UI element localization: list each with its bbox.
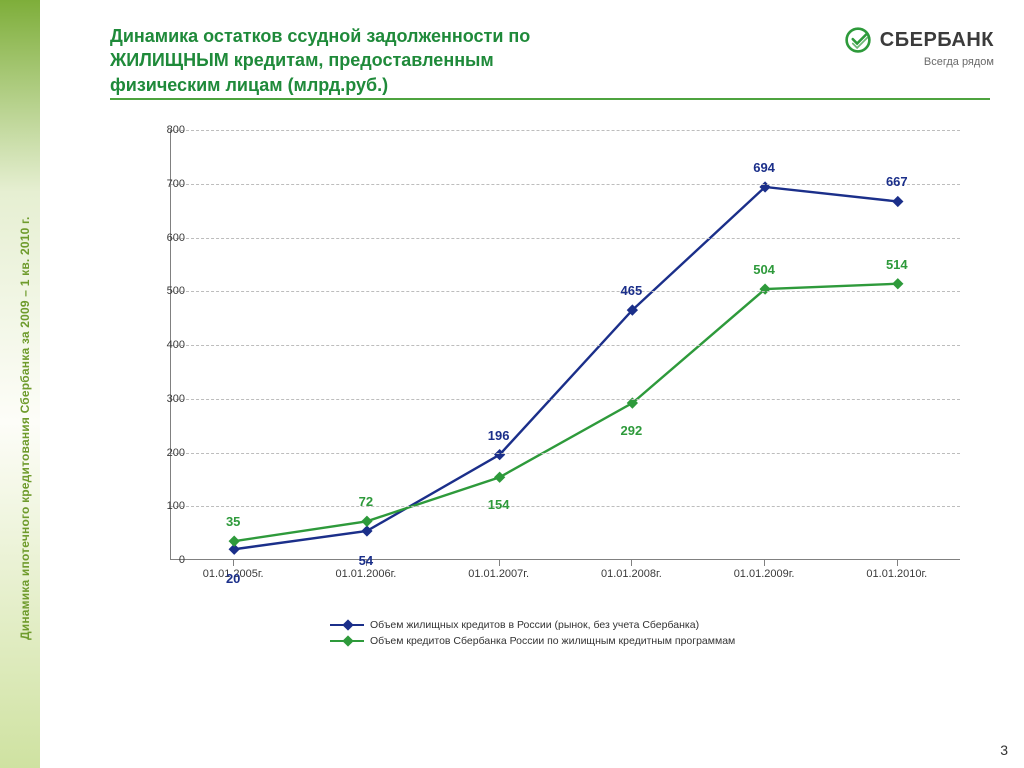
slide: Динамика ипотечного кредитования Сбербан… <box>0 0 1024 768</box>
x-tick-mark <box>764 560 765 566</box>
y-tick-label: 700 <box>130 178 185 190</box>
legend-label: Объем жилищных кредитов в России (рынок,… <box>370 619 699 631</box>
legend-label: Объем кредитов Сбербанка России по жилищ… <box>370 635 735 647</box>
legend-item: Объем жилищных кредитов в России (рынок,… <box>330 619 735 631</box>
grid-line <box>171 453 960 454</box>
grid-line <box>171 345 960 346</box>
title-underline <box>110 98 990 100</box>
data-label: 196 <box>488 428 510 443</box>
grid-line <box>171 238 960 239</box>
data-label: 694 <box>753 160 775 175</box>
title-line-1: Динамика остатков ссудной задолженности … <box>110 24 670 48</box>
x-tick-mark <box>631 560 632 566</box>
series-marker <box>361 516 372 527</box>
grid-line <box>171 506 960 507</box>
x-tick-label: 01.01.2006г. <box>336 568 397 580</box>
y-tick-label: 600 <box>130 232 185 244</box>
page-number: 3 <box>1000 742 1008 758</box>
y-tick-label: 300 <box>130 393 185 405</box>
data-label: 667 <box>886 174 908 189</box>
x-tick-mark <box>499 560 500 566</box>
data-label: 20 <box>226 571 240 586</box>
y-tick-label: 0 <box>130 554 185 566</box>
series-line <box>234 187 898 549</box>
plot-area <box>170 130 960 560</box>
x-tick-label: 01.01.2008г. <box>601 568 662 580</box>
y-tick-label: 500 <box>130 285 185 297</box>
series-marker <box>494 472 505 483</box>
data-label: 465 <box>621 283 643 298</box>
data-label: 154 <box>488 497 510 512</box>
sidebar-vertical-label: Динамика ипотечного кредитования Сбербан… <box>18 216 32 640</box>
series-marker <box>361 525 372 536</box>
title-line-2: ЖИЛИЩНЫМ кредитам, предоставленным <box>110 48 670 72</box>
legend-swatch <box>330 636 364 646</box>
brand-block: СБЕРБАНК Всегда рядом <box>844 26 994 68</box>
brand-tagline: Всегда рядом <box>844 56 994 68</box>
data-label: 54 <box>359 553 373 568</box>
x-tick-mark <box>233 560 234 566</box>
grid-line <box>171 291 960 292</box>
grid-line <box>171 184 960 185</box>
slide-title: Динамика остатков ссудной задолженности … <box>110 24 670 97</box>
y-tick-label: 100 <box>130 500 185 512</box>
data-label: 72 <box>359 494 373 509</box>
x-tick-label: 01.01.2007г. <box>468 568 529 580</box>
series-marker <box>229 536 240 547</box>
sberbank-logo-icon <box>844 26 872 54</box>
legend-swatch <box>330 620 364 630</box>
series-line <box>234 284 898 541</box>
y-tick-label: 400 <box>130 339 185 351</box>
series-marker <box>892 196 903 207</box>
brand-name: СБЕРБАНК <box>880 29 994 52</box>
legend: Объем жилищных кредитов в России (рынок,… <box>330 615 735 647</box>
series-marker <box>892 278 903 289</box>
y-tick-label: 200 <box>130 447 185 459</box>
data-label: 514 <box>886 257 908 272</box>
x-tick-label: 01.01.2010г. <box>866 568 927 580</box>
grid-line <box>171 130 960 131</box>
grid-line <box>171 399 960 400</box>
legend-item: Объем кредитов Сбербанка России по жилищ… <box>330 635 735 647</box>
data-label: 35 <box>226 514 240 529</box>
x-tick-label: 01.01.2009г. <box>734 568 795 580</box>
data-label: 292 <box>621 423 643 438</box>
y-tick-label: 800 <box>130 124 185 136</box>
data-label: 504 <box>753 262 775 277</box>
x-tick-mark <box>897 560 898 566</box>
line-chart: Объем жилищных кредитов в России (рынок,… <box>110 120 980 660</box>
title-line-3: физическим лицам (млрд.руб.) <box>110 73 670 97</box>
